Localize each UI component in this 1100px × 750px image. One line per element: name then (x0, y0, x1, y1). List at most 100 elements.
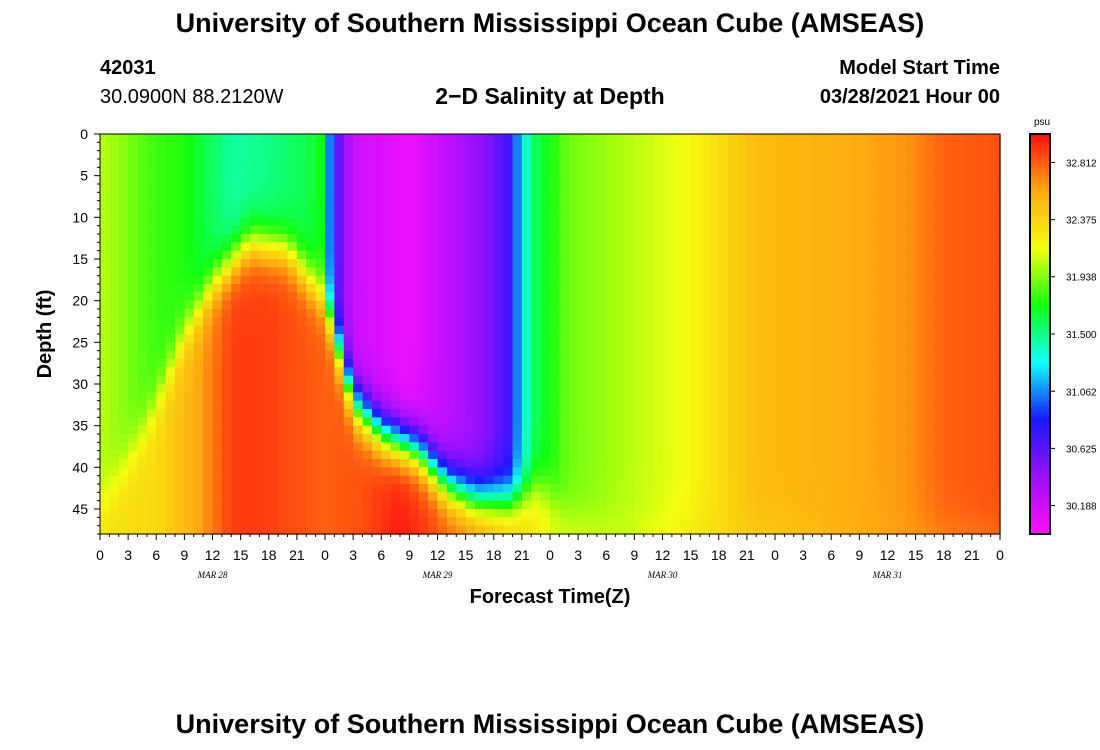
heatmap-cell (325, 334, 336, 344)
heatmap-cell (128, 342, 139, 352)
heatmap-cell (231, 292, 242, 302)
heatmap-cell (175, 234, 186, 244)
heatmap-cell (728, 359, 739, 369)
heatmap-cell (653, 450, 664, 460)
heatmap-cell (484, 325, 495, 335)
heatmap-cell (334, 142, 345, 152)
heatmap-cell (456, 384, 467, 394)
heatmap-cell (428, 225, 439, 235)
heatmap-cell (212, 142, 223, 152)
heatmap-cell (381, 475, 392, 485)
heatmap-cell (240, 375, 251, 385)
heatmap-cell (418, 350, 429, 360)
heatmap-cell (887, 192, 898, 202)
heatmap-cell (728, 325, 739, 335)
heatmap-cell (821, 217, 832, 227)
heatmap-cell (484, 225, 495, 235)
heatmap-cell (418, 425, 429, 435)
heatmap-cell (456, 484, 467, 494)
heatmap-cell (475, 342, 486, 352)
heatmap-cell (737, 267, 748, 277)
heatmap-cell (334, 392, 345, 402)
heatmap-cell (906, 367, 917, 377)
heatmap-cell (756, 250, 767, 260)
heatmap-cell (662, 192, 673, 202)
heatmap-cell (146, 142, 157, 152)
heatmap-cell (212, 442, 223, 452)
heatmap-cell (212, 200, 223, 210)
heatmap-cell (615, 384, 626, 394)
heatmap-cell (784, 300, 795, 310)
heatmap-cell (775, 142, 786, 152)
heatmap-cell (775, 359, 786, 369)
heatmap-cell (353, 217, 364, 227)
heatmap-cell (784, 425, 795, 435)
heatmap-cell (906, 350, 917, 360)
heatmap-cell (137, 275, 148, 285)
heatmap-cell (878, 317, 889, 327)
heatmap-cell (400, 175, 411, 185)
heatmap-cell (315, 417, 326, 427)
heatmap-cell (475, 350, 486, 360)
y-tick-label: 0 (80, 126, 88, 142)
heatmap-cell (259, 134, 270, 144)
heatmap-cell (250, 367, 261, 377)
heatmap-cell (259, 409, 270, 419)
heatmap-cell (221, 334, 232, 344)
heatmap-cell (175, 334, 186, 344)
heatmap-cell (671, 284, 682, 294)
heatmap-cell (100, 317, 111, 327)
heatmap-cell (709, 150, 720, 160)
heatmap-cell (831, 334, 842, 344)
heatmap-cell (165, 509, 176, 519)
heatmap-cell (568, 209, 579, 219)
heatmap-cell (221, 259, 232, 269)
heatmap-cell (137, 467, 148, 477)
heatmap-cell (896, 500, 907, 510)
heatmap-cell (578, 525, 589, 535)
heatmap-cell (812, 184, 823, 194)
heatmap-cell (596, 375, 607, 385)
heatmap-cell (756, 259, 767, 269)
heatmap-cell (109, 192, 120, 202)
heatmap-cell (859, 284, 870, 294)
heatmap-cell (259, 292, 270, 302)
heatmap-cell (662, 309, 673, 319)
heatmap-cell (371, 300, 382, 310)
heatmap-cell (540, 325, 551, 335)
heatmap-cell (193, 500, 204, 510)
heatmap-cell (643, 284, 654, 294)
heatmap-cell (906, 234, 917, 244)
heatmap-cell (559, 334, 570, 344)
heatmap-cell (868, 450, 879, 460)
heatmap-cell (128, 284, 139, 294)
heatmap-cell (250, 134, 261, 144)
heatmap-cell (709, 367, 720, 377)
heatmap-cell (128, 267, 139, 277)
heatmap-cell (512, 342, 523, 352)
heatmap-cell (925, 292, 936, 302)
heatmap-cell (212, 275, 223, 285)
heatmap-cell (203, 325, 214, 335)
heatmap-cell (156, 275, 167, 285)
heatmap-cell (109, 259, 120, 269)
heatmap-cell (240, 525, 251, 535)
heatmap-cell (521, 242, 532, 252)
heatmap-cell (371, 417, 382, 427)
heatmap-cell (803, 467, 814, 477)
heatmap-cell (540, 467, 551, 477)
heatmap-cell (428, 275, 439, 285)
heatmap-cell (278, 450, 289, 460)
heatmap-cell (221, 425, 232, 435)
heatmap-cell (596, 192, 607, 202)
heatmap-cell (456, 259, 467, 269)
heatmap-cell (306, 142, 317, 152)
heatmap-cell (268, 375, 279, 385)
heatmap-cell (634, 442, 645, 452)
heatmap-cell (531, 450, 542, 460)
heatmap-cell (362, 517, 373, 527)
heatmap-cell (671, 342, 682, 352)
heatmap-cell (906, 275, 917, 285)
heatmap-cell (587, 225, 598, 235)
heatmap-cell (193, 200, 204, 210)
